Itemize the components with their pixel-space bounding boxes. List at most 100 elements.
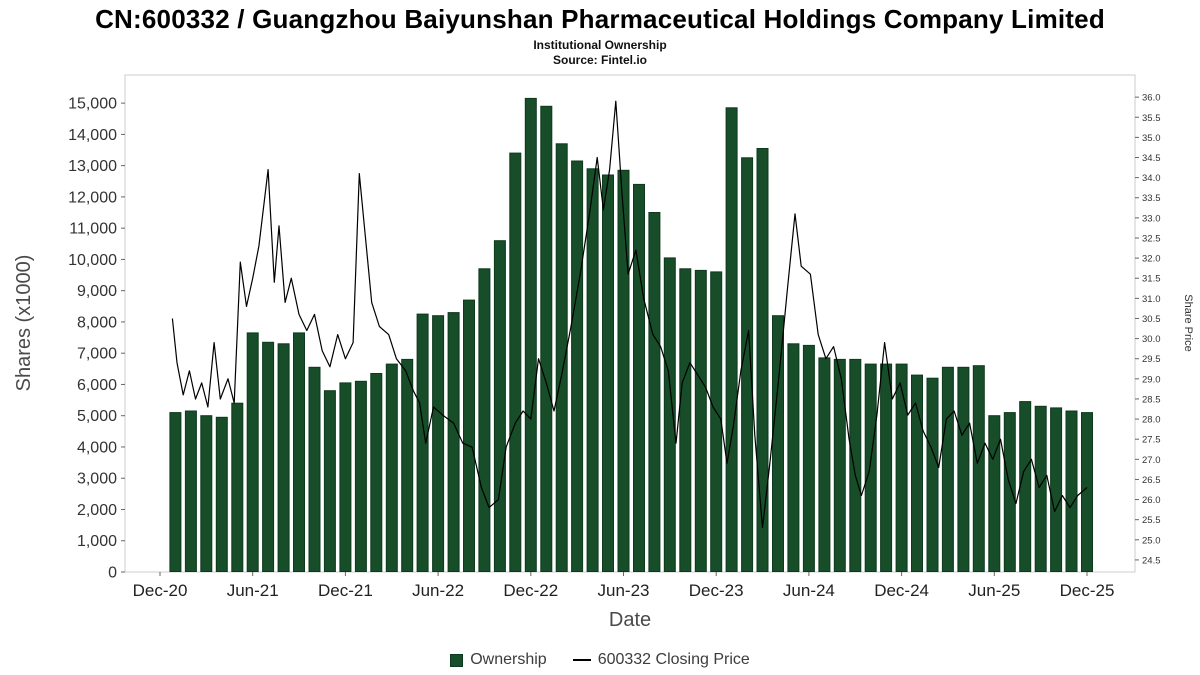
y-right-tick-label: 32.5 — [1142, 233, 1161, 244]
y-right-tick-label: 25.5 — [1142, 515, 1161, 526]
y-right-tick-label: 27.5 — [1142, 435, 1161, 446]
chart-legend: Ownership 600332 Closing Price — [0, 651, 1200, 669]
y-right-tick-label: 36.0 — [1142, 93, 1161, 104]
ownership-bar — [895, 363, 908, 572]
x-tick-label: Dec-21 — [318, 581, 373, 600]
x-tick-label: Dec-20 — [133, 581, 188, 600]
y-right-tick-label: 25.0 — [1142, 535, 1161, 546]
y-left-tick-label: 12,000 — [68, 189, 117, 206]
ownership-bar — [833, 358, 846, 572]
y-right-tick-label: 35.5 — [1142, 113, 1161, 124]
x-tick-label: Jun-25 — [968, 581, 1020, 600]
y-axis-title-left: Shares (x1000) — [13, 255, 35, 392]
ownership-bar — [694, 269, 707, 572]
ownership-bar — [354, 380, 367, 572]
y-left-tick-label: 15,000 — [68, 96, 117, 113]
y-right-tick-label: 29.5 — [1142, 354, 1161, 365]
ownership-bar — [972, 365, 985, 573]
ownership-bar — [555, 143, 568, 573]
y-left-tick-label: 9,000 — [77, 283, 117, 300]
closing-price-line — [171, 100, 1088, 529]
y-right-tick-label: 27.0 — [1142, 455, 1161, 466]
ownership-bar — [1019, 401, 1032, 572]
x-tick-label: Jun-24 — [783, 581, 835, 600]
ownership-bar — [540, 105, 553, 573]
price-line-legend-swatch-icon — [572, 659, 591, 661]
ownership-bar — [293, 332, 305, 572]
y-right-tick-label: 32.0 — [1142, 254, 1161, 265]
y-right-tick-label: 28.5 — [1142, 394, 1161, 405]
legend-item-ownership: Ownership — [450, 651, 547, 669]
y-right-tick-label: 29.0 — [1142, 374, 1161, 385]
ownership-bar — [648, 212, 661, 572]
ownership-bar — [1050, 407, 1063, 572]
ownership-bar — [926, 377, 939, 573]
y-left-tick-label: 0 — [108, 565, 117, 582]
y-right-tick-label: 34.5 — [1142, 153, 1161, 164]
ownership-bar — [663, 257, 676, 572]
ownership-bar — [308, 366, 321, 572]
y-left-tick-label: 10,000 — [68, 252, 117, 269]
ownership-bar — [447, 312, 460, 572]
ownership-bar — [184, 410, 197, 572]
ownership-bar — [586, 168, 599, 573]
x-tick-label: Dec-23 — [689, 581, 744, 600]
ownership-bar — [416, 313, 429, 572]
ownership-bar — [246, 332, 259, 572]
y-right-tick-label: 26.5 — [1142, 475, 1161, 486]
y-axis-title-right: Share Price — [1182, 294, 1194, 351]
ownership-legend-label: Ownership — [470, 651, 547, 668]
y-left-tick-label: 3,000 — [77, 471, 117, 488]
legend-item-closing-price: 600332 Closing Price — [572, 651, 750, 669]
x-tick-label: Dec-25 — [1060, 581, 1115, 600]
ownership-bar — [1034, 405, 1047, 572]
ownership-bar — [849, 358, 862, 572]
y-right-tick-label: 34.0 — [1142, 173, 1161, 184]
ownership-bar — [524, 97, 537, 573]
ownership-bar — [215, 416, 228, 572]
ownership-bar — [864, 363, 877, 572]
y-right-tick-label: 33.5 — [1142, 193, 1161, 204]
x-tick-label: Dec-22 — [503, 581, 558, 600]
ownership-bar — [262, 341, 275, 572]
ownership-bar — [617, 169, 630, 573]
ownership-bar — [571, 160, 584, 572]
ownership-bar — [339, 382, 352, 572]
ownership-bar — [1003, 412, 1016, 572]
x-axis-title: Date — [609, 609, 651, 631]
ownership-legend-swatch-icon — [450, 653, 464, 667]
y-right-tick-label: 28.0 — [1142, 415, 1161, 426]
y-right-tick-label: 33.0 — [1142, 213, 1161, 224]
ownership-bar — [385, 363, 398, 572]
ownership-bar — [679, 268, 692, 572]
ownership-bar — [1081, 412, 1093, 572]
y-right-tick-label: 31.5 — [1142, 274, 1161, 285]
ownership-bar — [401, 358, 414, 572]
ownership-bar — [710, 271, 723, 572]
x-tick-label: Dec-24 — [874, 581, 929, 600]
ownership-bar — [880, 363, 893, 572]
ownership-bar — [493, 240, 506, 572]
x-tick-label: Jun-23 — [598, 581, 650, 600]
y-left-tick-label: 7,000 — [77, 346, 117, 363]
y-left-tick-label: 2,000 — [77, 502, 117, 519]
ownership-bar — [911, 374, 923, 572]
chart-header: CN:600332 / Guangzhou Baiyunshan Pharmac… — [0, 0, 1200, 67]
y-left-tick-label: 6,000 — [77, 377, 117, 394]
ownership-bar — [200, 415, 213, 573]
ownership-bar — [370, 373, 383, 572]
ownership-bars-series — [169, 97, 1093, 573]
chart-title: CN:600332 / Guangzhou Baiyunshan Pharmac… — [95, 4, 1105, 34]
ownership-bar — [941, 366, 954, 572]
y-right-tick-label: 26.0 — [1142, 495, 1161, 506]
y-right-tick-label: 30.0 — [1142, 334, 1161, 345]
ownership-bar — [509, 152, 522, 572]
chart-subtitle: Institutional Ownership — [533, 38, 667, 52]
y-left-tick-label: 13,000 — [68, 158, 117, 175]
ownership-bar — [323, 390, 336, 573]
x-tick-label: Jun-21 — [227, 581, 279, 600]
ownership-bar — [957, 366, 970, 572]
ownership-bar — [169, 412, 182, 572]
